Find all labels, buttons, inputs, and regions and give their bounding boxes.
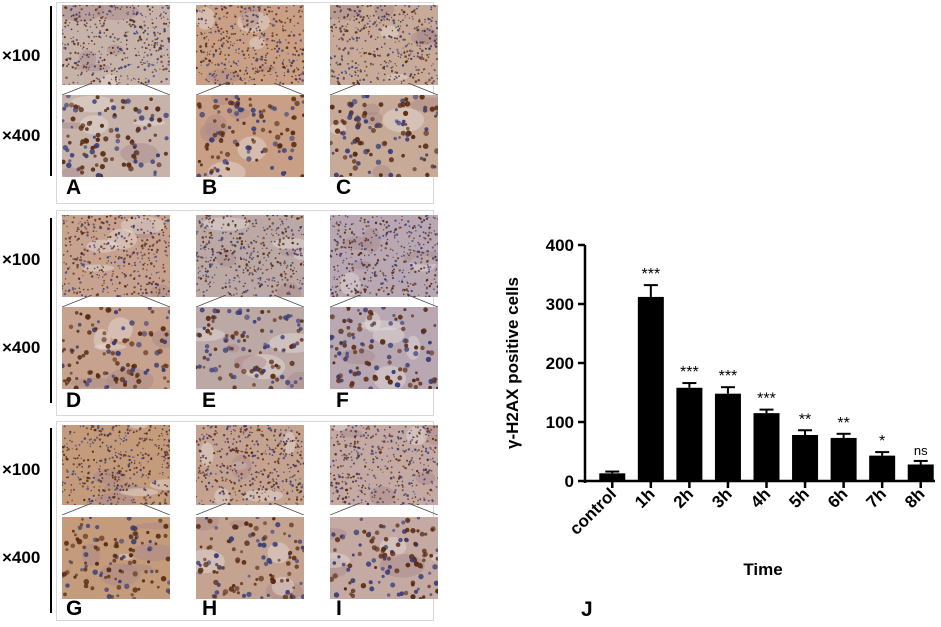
y-tick-label: 100 — [546, 413, 574, 432]
micrograph-400x — [196, 517, 304, 599]
zoom-guide-lines — [62, 83, 170, 95]
significance-label: ** — [837, 415, 849, 432]
magnification-label-100: ×100 — [2, 250, 41, 269]
micrograph-100x — [62, 425, 170, 505]
y-tick-label: 300 — [546, 295, 574, 314]
zoom-guide-lines — [62, 295, 170, 307]
bar — [792, 434, 819, 481]
y-tick-label: 0 — [565, 472, 574, 491]
micrograph-400x — [330, 95, 438, 177]
bar-chart: 0100200300400control***1h***2h***3h***4h… — [503, 236, 935, 579]
zoom-guide-lines — [196, 295, 304, 307]
micrograph-100x — [62, 215, 170, 297]
micrograph-400x — [62, 517, 170, 599]
panel-letter-g: G — [66, 597, 83, 620]
bar — [869, 455, 896, 481]
micrograph-400x — [330, 517, 438, 599]
significance-label: * — [879, 433, 885, 450]
bar — [907, 464, 934, 481]
zoom-guide-lines — [196, 503, 304, 515]
micrograph-400x — [330, 307, 438, 389]
panel-letter-d: D — [66, 389, 82, 412]
zoom-guide-lines — [62, 503, 170, 515]
magnification-label-400: ×400 — [2, 548, 41, 567]
micrograph-100x — [330, 5, 438, 85]
x-tick-label: 1h — [631, 484, 658, 511]
micrograph-100x — [196, 215, 304, 297]
zoom-guide-lines — [196, 83, 304, 95]
micrograph-100x — [196, 5, 304, 85]
panel-letter-j: J — [581, 598, 593, 621]
magnification-label-100: ×100 — [2, 46, 41, 65]
magnification-label-400: ×400 — [2, 338, 41, 357]
zoom-guide-lines — [330, 503, 438, 515]
bar — [714, 393, 741, 481]
significance-label: ** — [799, 411, 811, 428]
micrograph-100x — [62, 5, 170, 85]
micrograph-400x — [196, 307, 304, 389]
panel-letter-a: A — [66, 176, 82, 199]
y-axis-title: γ-H2AX positive cells — [503, 277, 522, 449]
significance-label: *** — [641, 266, 660, 283]
zoom-guide-lines — [330, 295, 438, 307]
y-tick-label: 200 — [546, 354, 574, 373]
significance-label: *** — [757, 391, 776, 408]
x-tick-label: 4h — [747, 484, 774, 511]
panel-letter-c: C — [336, 176, 352, 199]
magnification-label-400: ×400 — [2, 126, 41, 145]
panel-letter-f: F — [336, 389, 349, 412]
bar — [830, 437, 857, 481]
x-axis-title: Time — [743, 560, 782, 579]
x-tick-label: control — [566, 484, 620, 538]
significance-label: *** — [719, 368, 738, 385]
significance-label: *** — [680, 364, 699, 381]
zoom-guide-lines — [330, 83, 438, 95]
bar — [599, 473, 626, 481]
bar — [753, 413, 780, 481]
magnification-label-100: ×100 — [2, 460, 41, 479]
panel-letter-b: B — [202, 176, 218, 199]
panel-letter-e: E — [202, 389, 217, 412]
panel-letter-i: I — [336, 597, 342, 620]
x-tick-label: 2h — [670, 484, 697, 511]
micrograph-400x — [62, 307, 170, 389]
micrograph-100x — [330, 215, 438, 297]
x-tick-label: 6h — [824, 484, 851, 511]
micrograph-400x — [62, 95, 170, 177]
group-divider-2 — [50, 218, 52, 403]
y-tick-label: 400 — [546, 236, 574, 255]
micrograph-400x — [196, 95, 304, 177]
bar — [676, 387, 703, 481]
group-divider-1 — [50, 6, 52, 176]
x-tick-label: 7h — [863, 484, 890, 511]
significance-label: ns — [914, 443, 928, 458]
panel-letter-h: H — [202, 597, 218, 620]
micrograph-100x — [330, 425, 438, 505]
bar — [637, 296, 664, 481]
micrograph-100x — [196, 425, 304, 505]
group-divider-3 — [50, 428, 52, 613]
x-tick-label: 8h — [901, 484, 928, 511]
x-tick-label: 5h — [785, 484, 812, 511]
x-tick-label: 3h — [708, 484, 735, 511]
